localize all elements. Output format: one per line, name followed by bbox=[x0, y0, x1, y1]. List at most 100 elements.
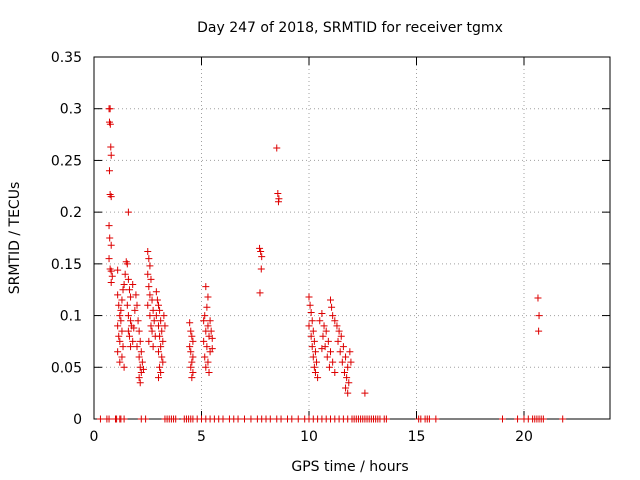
data-point bbox=[323, 353, 331, 361]
y-tick-label: 0.25 bbox=[51, 153, 82, 169]
data-point bbox=[119, 286, 127, 294]
data-point bbox=[146, 291, 154, 299]
zero-data-point bbox=[425, 415, 433, 423]
data-point bbox=[188, 374, 196, 382]
data-point bbox=[119, 343, 127, 351]
data-point bbox=[123, 260, 131, 268]
zero-data-point bbox=[96, 415, 104, 423]
x-tick-label: 10 bbox=[300, 429, 318, 445]
data-point bbox=[107, 151, 115, 159]
x-tick-label: 0 bbox=[90, 429, 99, 445]
data-point bbox=[307, 332, 315, 340]
data-point bbox=[204, 358, 212, 366]
data-point bbox=[337, 332, 345, 340]
data-point bbox=[155, 322, 162, 330]
data-point bbox=[307, 308, 315, 316]
data-point bbox=[335, 327, 343, 335]
zero-data-point bbox=[277, 415, 285, 423]
data-point bbox=[343, 374, 351, 382]
data-point bbox=[258, 253, 266, 261]
y-tick-label: 0.35 bbox=[51, 50, 82, 66]
data-point bbox=[139, 365, 147, 373]
data-point bbox=[125, 332, 133, 340]
data-point bbox=[120, 281, 128, 289]
zero-data-point bbox=[288, 415, 296, 423]
data-point bbox=[105, 167, 113, 175]
data-point bbox=[157, 343, 165, 351]
data-point bbox=[339, 343, 347, 351]
data-point bbox=[134, 317, 142, 325]
y-tick-label: 0.1 bbox=[60, 309, 82, 325]
data-point bbox=[187, 327, 195, 335]
y-tick-label: 0.05 bbox=[51, 360, 82, 376]
data-point bbox=[147, 275, 155, 283]
axis-ticks bbox=[93, 56, 610, 420]
zero-data-point bbox=[432, 415, 440, 423]
data-point bbox=[149, 343, 157, 351]
data-point bbox=[155, 374, 162, 382]
data-point bbox=[257, 247, 265, 255]
data-point bbox=[320, 322, 328, 330]
data-point bbox=[107, 241, 115, 249]
data-point bbox=[129, 281, 137, 289]
data-point bbox=[200, 337, 208, 345]
data-point bbox=[189, 337, 197, 345]
data-point bbox=[203, 343, 211, 351]
zero-data-point bbox=[142, 415, 150, 423]
data-point bbox=[202, 363, 210, 371]
zero-data-point bbox=[499, 415, 506, 423]
data-point bbox=[186, 343, 194, 351]
data-point bbox=[144, 247, 152, 255]
data-point bbox=[114, 322, 122, 330]
data-point bbox=[313, 358, 321, 366]
zero-data-point bbox=[247, 415, 255, 423]
data-point bbox=[345, 379, 353, 387]
data-point bbox=[160, 312, 168, 320]
zero-data-point bbox=[382, 415, 390, 423]
data-point bbox=[144, 301, 152, 309]
data-point bbox=[204, 322, 212, 330]
data-point bbox=[308, 317, 316, 325]
data-point bbox=[157, 368, 165, 376]
data-point bbox=[145, 283, 153, 291]
data-point bbox=[124, 312, 132, 320]
zero-data-point bbox=[105, 415, 113, 423]
data-point bbox=[125, 286, 133, 294]
data-point bbox=[274, 190, 282, 198]
data-point bbox=[137, 348, 145, 356]
data-point bbox=[201, 353, 209, 361]
data-point bbox=[116, 337, 124, 345]
data-point bbox=[256, 289, 264, 297]
data-point bbox=[159, 337, 167, 345]
data-point bbox=[131, 306, 139, 314]
data-point bbox=[117, 317, 125, 325]
data-point bbox=[207, 327, 215, 335]
data-point bbox=[305, 322, 313, 330]
y-tick-label: 0.15 bbox=[51, 257, 82, 273]
data-point bbox=[105, 222, 113, 230]
data-point bbox=[314, 374, 322, 382]
x-tick-label: 15 bbox=[408, 429, 426, 445]
data-point bbox=[333, 322, 341, 330]
data-point bbox=[310, 363, 318, 371]
zero-data-point bbox=[294, 415, 302, 423]
data-point bbox=[148, 327, 156, 335]
data-point bbox=[208, 345, 216, 353]
data-point bbox=[130, 324, 138, 332]
data-point bbox=[256, 244, 264, 252]
data-point bbox=[322, 327, 330, 335]
data-point bbox=[331, 368, 339, 376]
data-point bbox=[327, 296, 334, 304]
data-point bbox=[329, 312, 337, 320]
data-point bbox=[155, 301, 162, 309]
y-axis-label: SRMTID / TECUs bbox=[7, 182, 23, 295]
data-point bbox=[115, 332, 123, 340]
data-point bbox=[187, 363, 195, 371]
data-point bbox=[107, 267, 115, 275]
data-point bbox=[108, 272, 116, 280]
data-point bbox=[107, 278, 115, 286]
x-tick-label: 5 bbox=[197, 429, 206, 445]
data-point bbox=[114, 266, 122, 274]
data-point bbox=[324, 337, 332, 345]
